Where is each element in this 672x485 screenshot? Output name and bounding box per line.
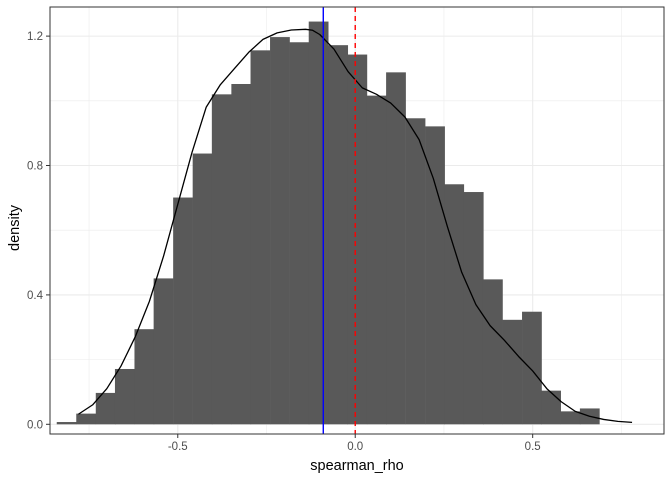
histogram-bar xyxy=(366,95,387,425)
histogram-bar xyxy=(76,413,97,425)
histogram-bar xyxy=(250,50,271,425)
histogram-bar xyxy=(211,94,232,425)
x-tick-label: 0.5 xyxy=(525,441,541,453)
histogram-bar xyxy=(173,197,193,425)
histogram-bar xyxy=(134,329,155,425)
histogram-bar xyxy=(522,311,542,425)
histogram-bar xyxy=(308,21,329,425)
reference-lines xyxy=(322,7,356,434)
histogram-bars xyxy=(56,21,600,425)
x-axis-title: spearman_rho xyxy=(310,458,404,474)
histogram-bar xyxy=(347,54,368,425)
y-axis: 0.0 0.4 0.8 1.2 xyxy=(27,31,50,431)
histogram-bar xyxy=(463,192,484,425)
histogram-bar xyxy=(444,184,465,425)
histogram-bar xyxy=(231,83,252,425)
density-curve-layer xyxy=(78,28,633,423)
y-tick-label: 1.2 xyxy=(27,31,43,43)
histogram-bar xyxy=(502,319,523,425)
histogram-bar xyxy=(95,392,116,425)
x-tick-label: -0.5 xyxy=(168,441,188,453)
histogram-bar xyxy=(541,390,561,425)
x-tick-label: 0.0 xyxy=(347,441,363,453)
histogram-bar xyxy=(405,118,426,425)
histogram-bar xyxy=(192,153,213,425)
panel-border xyxy=(49,6,665,435)
histogram-bar xyxy=(289,42,310,425)
histogram-bar xyxy=(386,72,406,425)
y-tick-label: 0.0 xyxy=(27,419,43,431)
histogram-bar xyxy=(56,422,77,425)
histogram-bar xyxy=(153,278,174,425)
y-axis-title: density xyxy=(7,204,23,251)
histogram-bar xyxy=(114,368,135,425)
histogram-bar xyxy=(560,411,581,425)
y-tick-label: 0.8 xyxy=(27,161,43,173)
histogram-bar xyxy=(328,45,349,425)
x-axis: -0.5 0.0 0.5 xyxy=(168,434,541,453)
y-tick-label: 0.4 xyxy=(27,290,44,302)
density-curve xyxy=(78,28,633,423)
histogram-bar xyxy=(482,279,503,425)
histogram-bar xyxy=(425,126,445,425)
histogram-bar xyxy=(270,37,290,425)
